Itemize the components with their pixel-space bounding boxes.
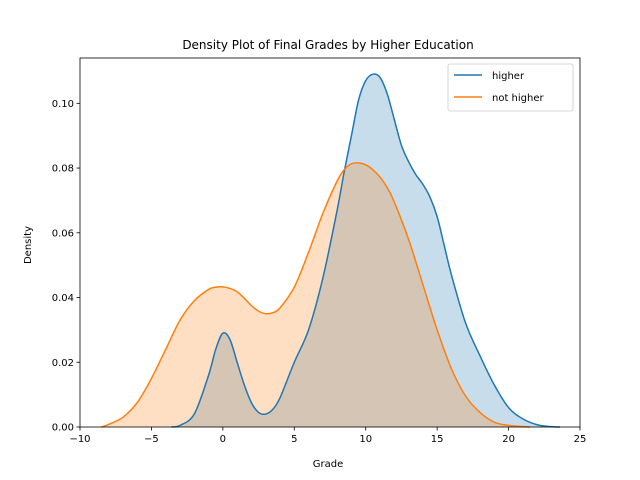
x-tick-label: 0 <box>220 434 226 445</box>
legend: higher not higher <box>447 63 574 112</box>
density-fill-not-higher <box>101 162 531 427</box>
axes-frame <box>79 57 581 428</box>
x-axis-label: Grade <box>313 459 344 470</box>
density-line-higher <box>171 73 561 428</box>
y-tick-label: 0.06 <box>52 228 74 239</box>
x-tick-label: 15 <box>431 434 444 445</box>
density-fill-higher <box>171 73 560 428</box>
x-tick-label: 10 <box>359 434 372 445</box>
y-tick-label: 0.10 <box>52 99 74 110</box>
y-tick-label: 0.00 <box>52 423 74 434</box>
y-axis-label: Density <box>23 226 34 264</box>
plot-area <box>101 73 561 428</box>
x-tick-label: 5 <box>291 434 297 445</box>
axes: −10 −5 0 5 10 15 20 25 0.00 0.02 0.04 0.06 0.08 0.10 <box>52 57 587 445</box>
chart-title: Density Plot of Final Grades by Higher E… <box>182 38 473 52</box>
y-tick-label: 0.02 <box>52 358 74 369</box>
x-tick-label: 25 <box>574 434 587 445</box>
y-tick-label: 0.04 <box>52 293 74 304</box>
x-tick-label: 20 <box>502 434 515 445</box>
legend-label-not-higher: not higher <box>492 93 545 104</box>
y-tick-label: 0.08 <box>52 164 74 175</box>
x-tick-label: −10 <box>69 434 90 445</box>
legend-label-higher: higher <box>492 71 525 82</box>
x-tick-label: −5 <box>144 434 159 445</box>
density-line-not-higher <box>101 162 531 428</box>
